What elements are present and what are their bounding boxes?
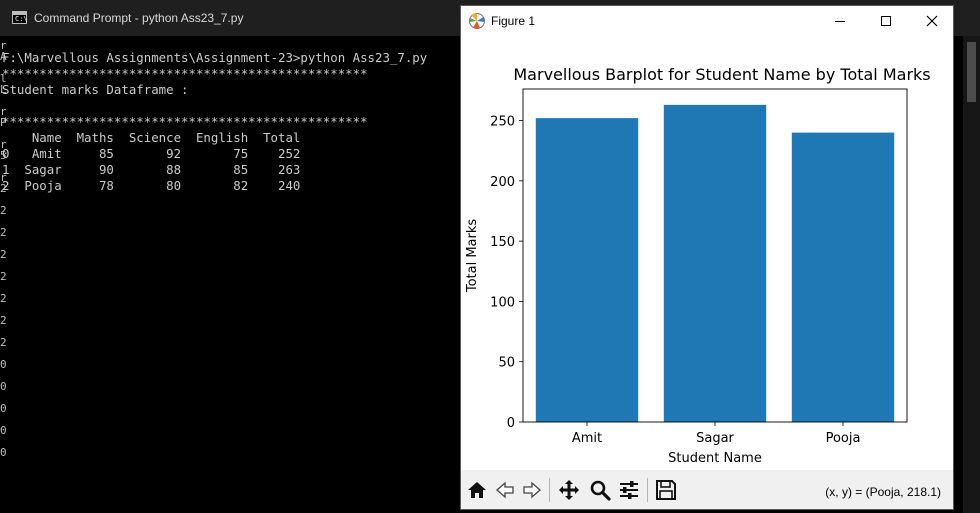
back-button[interactable] <box>493 478 517 502</box>
console-edge-char: 2 <box>0 336 7 349</box>
y-tick-label: 100 <box>490 295 515 310</box>
cmd-scrollbar[interactable] <box>963 36 980 513</box>
console-edge-char: 0 <box>0 358 7 371</box>
zoom-magnifier-icon <box>590 480 611 501</box>
console-output: F:\Marvellous Assignments\Assignment-23>… <box>2 50 460 470</box>
save-floppy-icon <box>656 480 676 500</box>
close-button[interactable] <box>909 6 955 35</box>
y-tick-label: 150 <box>490 235 515 250</box>
pan-button[interactable] <box>557 478 581 502</box>
maximize-icon <box>881 15 891 26</box>
console-edge-char: 2 <box>0 292 7 305</box>
minimize-button[interactable] <box>817 6 863 35</box>
configure-subplots-button[interactable] <box>617 478 641 502</box>
bar-chart: Amit Sagar Pooja 0 50 100 150 200 250 Marvellous … <box>465 65 931 466</box>
console-line: Name Maths Science English Total <box>2 130 301 145</box>
save-button[interactable] <box>654 478 678 502</box>
console-edge-char: 2 <box>0 226 7 239</box>
x-tick-label: Sagar <box>696 431 734 446</box>
y-tick-label: 0 <box>507 416 515 431</box>
bar-amit <box>535 118 639 422</box>
y-tick-label: 200 <box>490 175 515 190</box>
console-edge-char: 0 <box>0 446 7 459</box>
figure-canvas[interactable]: Amit Sagar Pooja 0 50 100 150 200 250 Marvellous … <box>461 35 953 471</box>
bar-pooja <box>791 132 895 422</box>
figure-window-title: Figure 1 <box>491 14 536 28</box>
console-line <box>2 98 460 114</box>
zoom-button[interactable] <box>588 478 612 502</box>
console-edge-char: L <box>0 83 7 96</box>
y-axis-label: Total Marks <box>465 219 480 294</box>
cmd-icon: C:\ <box>12 11 28 24</box>
cmd-scrollbar-thumb[interactable] <box>967 42 976 102</box>
console-line: 2 Pooja 78 80 82 240 <box>2 178 301 193</box>
y-tick-label: 50 <box>498 356 515 371</box>
console-edge-char: r <box>0 39 7 52</box>
toolbar-separator <box>647 478 648 502</box>
console-edge-char: 2 <box>0 314 7 327</box>
console-edge-char: 2 <box>0 248 7 261</box>
console-edge-char: 2 <box>0 270 7 283</box>
x-tick-label: Pooja <box>826 431 861 446</box>
console-edge-char: l <box>0 72 7 85</box>
figure-titlebar[interactable]: Figure 1 <box>461 6 953 35</box>
y-tick-label: 250 <box>490 115 515 130</box>
sliders-icon <box>620 481 638 499</box>
minimize-icon <box>835 20 845 22</box>
home-button[interactable] <box>465 478 489 502</box>
bar-sagar <box>663 104 767 422</box>
console-edge-char: r <box>0 171 7 184</box>
toolbar-separator <box>549 478 550 502</box>
forward-button[interactable] <box>520 478 544 502</box>
console-edge-char: P <box>0 116 7 129</box>
console-line: 0 Amit 85 92 75 252 <box>2 146 301 161</box>
pan-move-icon <box>559 480 579 500</box>
console-edge-char: 0 <box>0 402 7 415</box>
console-line: ****************************************… <box>2 114 368 129</box>
chart-title: Marvellous Barplot for Student Name by T… <box>513 65 930 84</box>
matplotlib-logo-icon <box>469 13 485 29</box>
close-icon <box>926 15 938 26</box>
back-arrow-icon <box>496 481 514 499</box>
console-line: 1 Sagar 90 88 85 263 <box>2 162 301 177</box>
axes-frame <box>522 88 908 423</box>
x-axis-label: Student Name <box>668 451 762 466</box>
coordinate-readout: (x, y) = (Pooja, 218.1) <box>825 485 941 499</box>
figure-window: Figure 1 Amit Sagar Pooja 0 50 100 150 200 250 Ma… <box>460 5 954 510</box>
console-edge-char: 0 <box>0 380 7 393</box>
forward-arrow-icon <box>523 481 541 499</box>
console-edge-char: 2 <box>0 182 7 195</box>
console-edge-char: 0 <box>0 424 7 437</box>
home-icon <box>468 482 486 498</box>
console-line: Student marks Dataframe : <box>2 82 189 97</box>
console-edge-char: A <box>0 50 7 63</box>
maximize-button[interactable] <box>863 6 909 35</box>
console-edge-char: r <box>0 138 7 151</box>
x-tick-label: Amit <box>572 431 602 446</box>
console-edge-char: r <box>0 105 7 118</box>
console-edge-char: 2 <box>0 204 7 217</box>
console-edge-char: 5 <box>0 149 7 162</box>
figure-toolbar: (x, y) = (Pooja, 218.1) <box>461 470 953 509</box>
cmd-window-title: Command Prompt - python Ass23_7.py <box>34 11 244 25</box>
console-line: F:\Marvellous Assignments\Assignment-23>… <box>2 50 428 65</box>
console-line: ****************************************… <box>2 66 368 81</box>
